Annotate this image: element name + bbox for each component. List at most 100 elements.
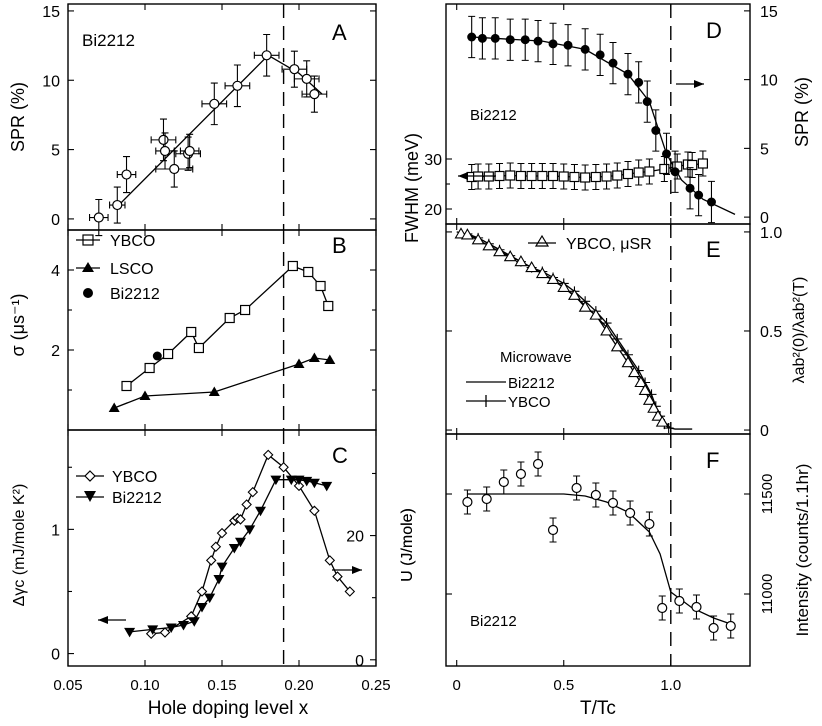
legend-c-bi2212-marker: [84, 491, 96, 502]
panel-c-ybco-point: [344, 586, 356, 597]
panel-d-spr-point: [520, 35, 530, 45]
panel-a-data-point: [261, 50, 272, 61]
panel-c-ybco-point: [159, 627, 171, 638]
panel-letter-f: F: [706, 448, 719, 473]
panel-e-frame: [445, 223, 751, 435]
panel-a-ylabel: SPR (%): [8, 82, 28, 152]
panel-a-data-point: [158, 134, 169, 145]
panel-d-spr-point: [505, 35, 515, 45]
panel-letter-a: A: [332, 20, 347, 45]
panel-b-ybco-point: [287, 260, 298, 272]
panel-c-bi2212-point: [216, 562, 228, 573]
panel-b-frame: [67, 229, 377, 431]
panel-d-spr-point: [651, 126, 661, 135]
panel-a-ytick-label: 0: [51, 212, 60, 229]
panel-c-y2label: U (J/mole): [399, 508, 416, 582]
panel-c-bi2212-point: [147, 625, 159, 635]
panel-c-bi2212-point: [270, 475, 282, 486]
panel-f-data-point: [547, 524, 559, 536]
panel-c-bi2212-point: [188, 617, 200, 627]
panel-c-right-arrow-head: [352, 566, 362, 574]
panel-c-ytick-label: 0: [51, 647, 60, 664]
left-xtick-label: 0.15: [207, 677, 236, 694]
panel-d-spr-point: [670, 167, 680, 177]
panel-c-ybco-point: [210, 541, 222, 553]
legend-b-bi2212-label: Bi2212: [110, 286, 160, 303]
panel-d-fwhm-point: [644, 166, 655, 177]
panel-e-musr-point: [634, 375, 648, 388]
panel-e-y2tick-label: 0: [760, 423, 769, 440]
panel-f-data-point: [532, 458, 544, 470]
legend-e-musr-label: YBCO, μSR: [566, 236, 652, 253]
panel-b-ybco-point: [224, 312, 235, 324]
panel-f-data-point: [625, 507, 636, 519]
panel-a-data-point: [169, 163, 180, 175]
left-xtick-label: 0.25: [361, 677, 390, 694]
legend-b-bi2212-marker: [83, 288, 93, 298]
panel-b-ybco-point: [121, 380, 132, 392]
panel-c-left-arrow-head: [98, 616, 108, 624]
panel-b-ybco-point: [323, 300, 334, 312]
panel-f-data-point: [462, 496, 473, 508]
panel-d-fwhm-point: [580, 172, 591, 183]
panel-d-spr-point: [685, 183, 695, 193]
panel-b-ytick-label: 2: [51, 343, 60, 360]
panel-d-right-arrow-head: [694, 80, 704, 88]
panel-e-musr-point: [578, 300, 592, 312]
legend-e-musr-marker: [534, 234, 550, 247]
panel-f-data-point: [725, 620, 736, 632]
panel-c-bi2212-point: [321, 481, 333, 492]
panel-letter-e: E: [706, 237, 721, 262]
legend-b-ybco-label: YBCO: [110, 233, 155, 250]
panel-c-bi2212-point: [308, 478, 320, 489]
panel-a-data-point: [232, 80, 243, 91]
panel-e-musr-point: [600, 324, 614, 336]
panel-c-ybco-point: [309, 505, 320, 517]
panel-c-ybco-point: [278, 461, 289, 473]
panel-e-musr-point: [647, 401, 661, 413]
panel-b-ybco-point: [186, 326, 197, 338]
panel-c-bi2212-point: [196, 603, 208, 613]
panel-e-y2tick-label: 0.5: [760, 324, 782, 341]
panel-d-ylabel: FWHM (meV): [402, 133, 422, 243]
panel-d-spr-point: [595, 50, 605, 60]
panel-d-y2label: SPR (%): [792, 77, 812, 147]
panel-e-musr-point: [546, 272, 560, 285]
legend-c-bi2212-label: Bi2212: [112, 490, 162, 507]
panel-letter-c: C: [332, 443, 348, 468]
panel-a-data-point: [112, 199, 123, 211]
panel-c-ybco-line: [151, 453, 351, 635]
panel-f-label: Bi2212: [470, 613, 517, 630]
right-xtick-label: 0: [453, 677, 461, 694]
panel-e-musr-point: [471, 233, 485, 245]
panel-d-left-arrow-head: [458, 172, 468, 180]
panel-b-ybco-point: [315, 280, 326, 292]
panel-d-spr-point: [580, 44, 590, 54]
panel-a-data-point: [309, 89, 320, 100]
legend-b-lsco-label: LSCO: [110, 261, 154, 278]
panel-c-bi2212-point: [255, 506, 266, 517]
panel-b-ylabel: σ (μs⁻¹): [8, 294, 28, 357]
panel-f-fit-line: [467, 493, 731, 625]
panel-d-spr-point: [694, 190, 704, 200]
panel-f-data-point: [657, 602, 668, 614]
panel-b-ybco-point: [240, 304, 251, 316]
panel-a-data-point: [159, 145, 171, 157]
panel-b-ytick-label: 4: [51, 263, 60, 280]
panel-c-bi2212-point: [285, 475, 297, 486]
legend-c-ybco-label: YBCO: [112, 469, 157, 486]
panel-d-spr-point: [642, 97, 652, 107]
panel-e-ybco-line: [467, 233, 670, 429]
panel-d-fwhm-point: [505, 170, 516, 181]
panel-a-data-point: [121, 169, 132, 180]
panel-e-y2tick-label: 1.0: [760, 225, 782, 242]
panel-c-bi2212-point: [244, 525, 256, 535]
panel-a-data-point: [301, 73, 312, 84]
panel-c-ybco-point: [332, 571, 343, 582]
panel-a-data-point: [289, 64, 300, 75]
panel-e-y2label: λab²(0)/λab²(T): [791, 277, 808, 384]
panel-a-data-point: [93, 212, 104, 223]
panel-d-fwhm-point: [547, 170, 559, 182]
panel-f-y2tick-label: 11000: [759, 574, 776, 615]
panel-c-bi2212-point: [178, 621, 189, 631]
